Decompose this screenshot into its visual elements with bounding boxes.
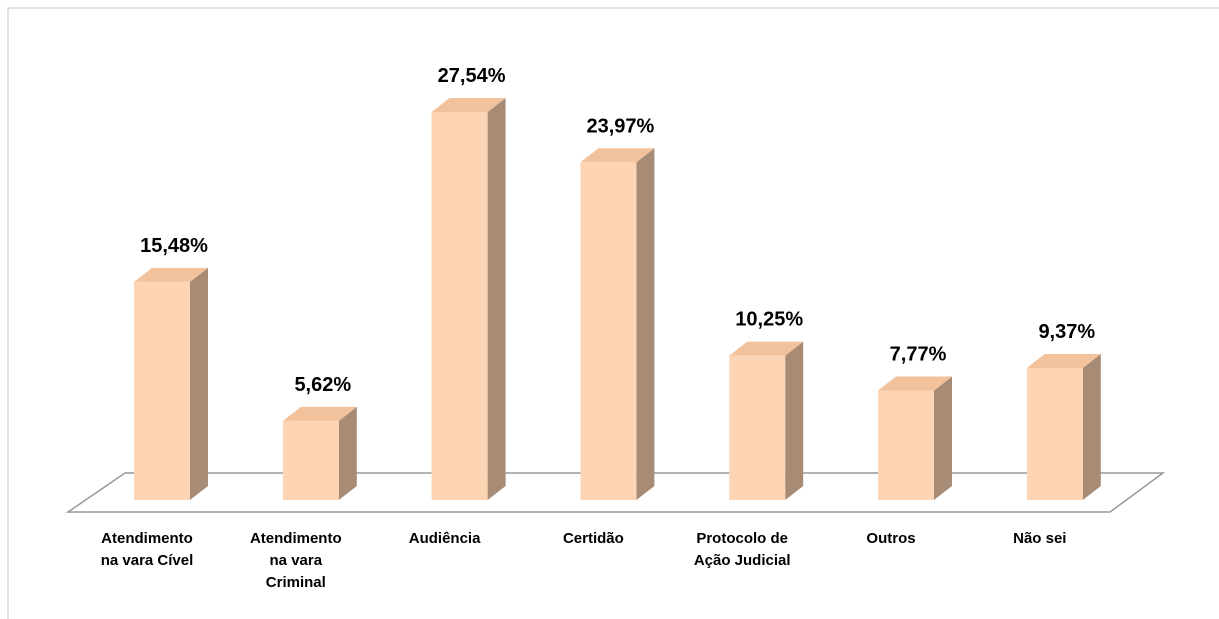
value-label: 23,97% <box>586 115 654 137</box>
bar-top <box>134 267 208 282</box>
bar <box>580 162 637 500</box>
frame <box>7 7 1219 619</box>
value-label: 7,77% <box>890 344 947 366</box>
bar-top <box>282 406 357 421</box>
bar <box>1026 367 1083 500</box>
bar-top <box>729 341 804 356</box>
x-tick-label: Atendimento na vara Criminal <box>249 530 342 591</box>
x-tick-label: Audiência <box>408 530 481 547</box>
value-label: 15,48% <box>140 235 208 257</box>
bar-top <box>878 376 952 391</box>
value-label: 10,25% <box>735 309 803 331</box>
x-tick-label: Outros <box>866 530 916 547</box>
bar-side <box>785 341 804 500</box>
bar <box>431 111 488 501</box>
x-tick-label: Protocolo de Ação Judicial <box>693 530 791 569</box>
bar <box>282 420 339 500</box>
bar-side <box>934 376 952 500</box>
bar <box>729 355 786 500</box>
bar-top <box>1026 353 1101 368</box>
bar-top <box>580 148 655 163</box>
x-tick-label: Certidão <box>562 530 624 547</box>
bar-side <box>487 97 506 501</box>
bar <box>134 281 190 500</box>
bar-side <box>1082 353 1101 500</box>
value-label: 27,54% <box>438 65 506 87</box>
value-label: 5,62% <box>294 374 351 396</box>
value-label: 9,37% <box>1038 321 1095 343</box>
bar-side <box>338 406 357 500</box>
bar-side <box>190 267 208 500</box>
x-tick-label: Não sei <box>1013 530 1067 547</box>
bar-side <box>636 148 655 500</box>
x-tick-label: Atendimento na vara Cível <box>100 530 194 569</box>
bar-top <box>431 97 506 112</box>
bar <box>878 390 934 500</box>
